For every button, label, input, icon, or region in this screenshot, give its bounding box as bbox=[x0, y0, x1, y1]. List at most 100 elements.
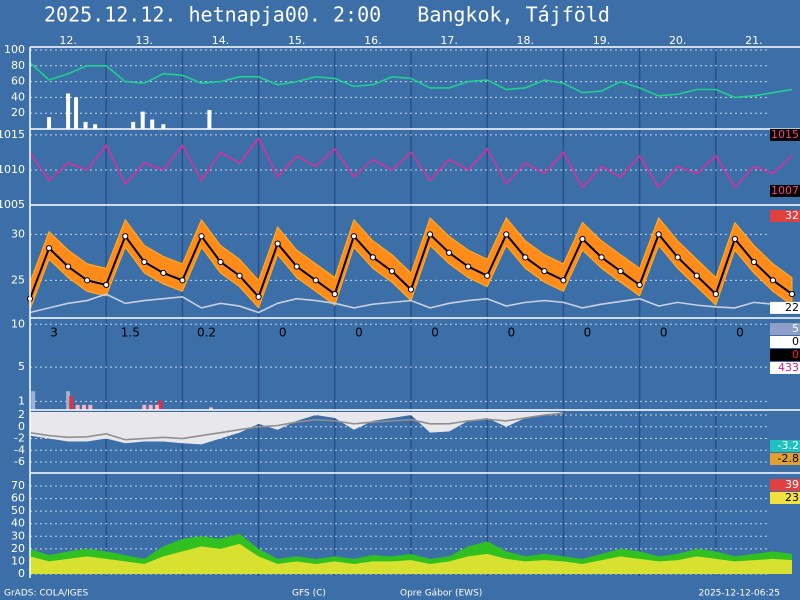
point bbox=[255, 293, 262, 300]
point bbox=[369, 254, 376, 261]
end-label-box bbox=[770, 184, 800, 197]
daily-total: 0 bbox=[660, 326, 668, 340]
bar bbox=[161, 124, 166, 129]
point bbox=[84, 277, 91, 284]
y-tick-label: 1005 bbox=[0, 198, 25, 211]
point bbox=[541, 268, 548, 275]
x-tick-label: 21. bbox=[745, 34, 763, 47]
end-label-box bbox=[770, 440, 800, 452]
x-tick-label: 13. bbox=[136, 34, 154, 47]
y-tick-label: 1 bbox=[18, 394, 25, 407]
y-tick-label: 80 bbox=[11, 59, 25, 72]
point bbox=[293, 263, 300, 270]
y-tick-label: 2 bbox=[18, 408, 25, 421]
panel bbox=[30, 323, 770, 410]
y-tick-label: 10 bbox=[11, 317, 25, 330]
footer-author: Opre Gábor (EWS) bbox=[400, 589, 482, 599]
bar bbox=[47, 117, 52, 129]
y-tick-label: -4 bbox=[14, 443, 25, 456]
y-tick-label: 60 bbox=[11, 492, 25, 505]
point bbox=[388, 268, 396, 275]
daily-total: 0 bbox=[431, 326, 439, 340]
end-label-box bbox=[770, 349, 800, 361]
daily-total: 3 bbox=[50, 326, 58, 340]
point bbox=[236, 272, 243, 279]
bar bbox=[74, 97, 79, 129]
point bbox=[636, 281, 643, 289]
bar bbox=[83, 121, 88, 129]
x-tick-label: 16. bbox=[364, 34, 382, 47]
bar bbox=[75, 404, 80, 410]
bar bbox=[140, 111, 145, 129]
series-area bbox=[30, 543, 792, 574]
end-label: 39 bbox=[785, 478, 799, 491]
end-label-box bbox=[770, 323, 800, 335]
point bbox=[198, 233, 205, 240]
point bbox=[712, 291, 719, 298]
x-tick-label: 17. bbox=[440, 34, 458, 47]
bar bbox=[155, 404, 159, 410]
end-label: 23 bbox=[785, 491, 799, 504]
point bbox=[674, 254, 681, 261]
point bbox=[160, 269, 167, 277]
bar bbox=[66, 391, 71, 410]
bar bbox=[142, 404, 147, 410]
panel bbox=[26, 216, 796, 314]
point bbox=[407, 286, 415, 293]
end-label-box bbox=[770, 210, 800, 223]
bar bbox=[88, 404, 93, 410]
y-tick-label: 10 bbox=[11, 554, 25, 567]
point bbox=[731, 235, 738, 243]
bar bbox=[66, 93, 71, 129]
point bbox=[465, 263, 472, 270]
point bbox=[503, 231, 510, 238]
point bbox=[426, 231, 434, 238]
y-tick-label: 30 bbox=[11, 227, 25, 240]
series-area bbox=[30, 412, 564, 445]
end-label: -3.2 bbox=[778, 439, 799, 452]
footer-model: GFS (C) bbox=[292, 589, 326, 599]
x-tick-label: 14. bbox=[212, 34, 230, 47]
bar bbox=[31, 391, 36, 410]
point bbox=[65, 263, 72, 270]
x-tick-label: 19. bbox=[593, 34, 611, 47]
daily-total: 0 bbox=[507, 326, 515, 340]
bar bbox=[148, 404, 153, 410]
end-label-box bbox=[770, 128, 800, 141]
end-label-box bbox=[770, 453, 800, 465]
daily-total: 0 bbox=[279, 326, 287, 340]
bar bbox=[81, 404, 86, 410]
daily-total: 1.5 bbox=[121, 326, 140, 340]
y-tick-label: 50 bbox=[11, 504, 25, 517]
series-line bbox=[29, 136, 793, 189]
point bbox=[522, 254, 529, 261]
y-tick-label: 5 bbox=[18, 360, 25, 373]
point bbox=[331, 291, 338, 298]
y-tick-label: 25 bbox=[11, 273, 25, 286]
chart-title: 2025.12.12. hetnapja00. 2:00 Bangkok, Tá… bbox=[44, 3, 610, 27]
bar bbox=[93, 124, 98, 129]
point bbox=[693, 272, 700, 279]
point bbox=[446, 249, 453, 256]
point bbox=[274, 240, 281, 247]
point bbox=[598, 254, 605, 261]
y-tick-label: -2 bbox=[14, 432, 25, 445]
end-label: 0 bbox=[792, 335, 799, 348]
series-line bbox=[29, 62, 793, 99]
point bbox=[179, 277, 186, 284]
y-tick-label: -6 bbox=[14, 455, 25, 468]
daily-total: 0 bbox=[584, 326, 592, 340]
y-tick-label: 0 bbox=[18, 420, 25, 433]
y-tick-label: 30 bbox=[11, 529, 25, 542]
end-label: -2.8 bbox=[778, 452, 799, 465]
y-tick-label: 20 bbox=[11, 542, 25, 555]
point bbox=[103, 281, 110, 289]
y-tick-label: 20 bbox=[11, 106, 25, 119]
end-label-box bbox=[770, 492, 800, 504]
x-tick-label: 20. bbox=[669, 34, 687, 47]
point bbox=[560, 277, 567, 284]
end-label: 32 bbox=[785, 209, 799, 222]
point bbox=[788, 291, 796, 298]
